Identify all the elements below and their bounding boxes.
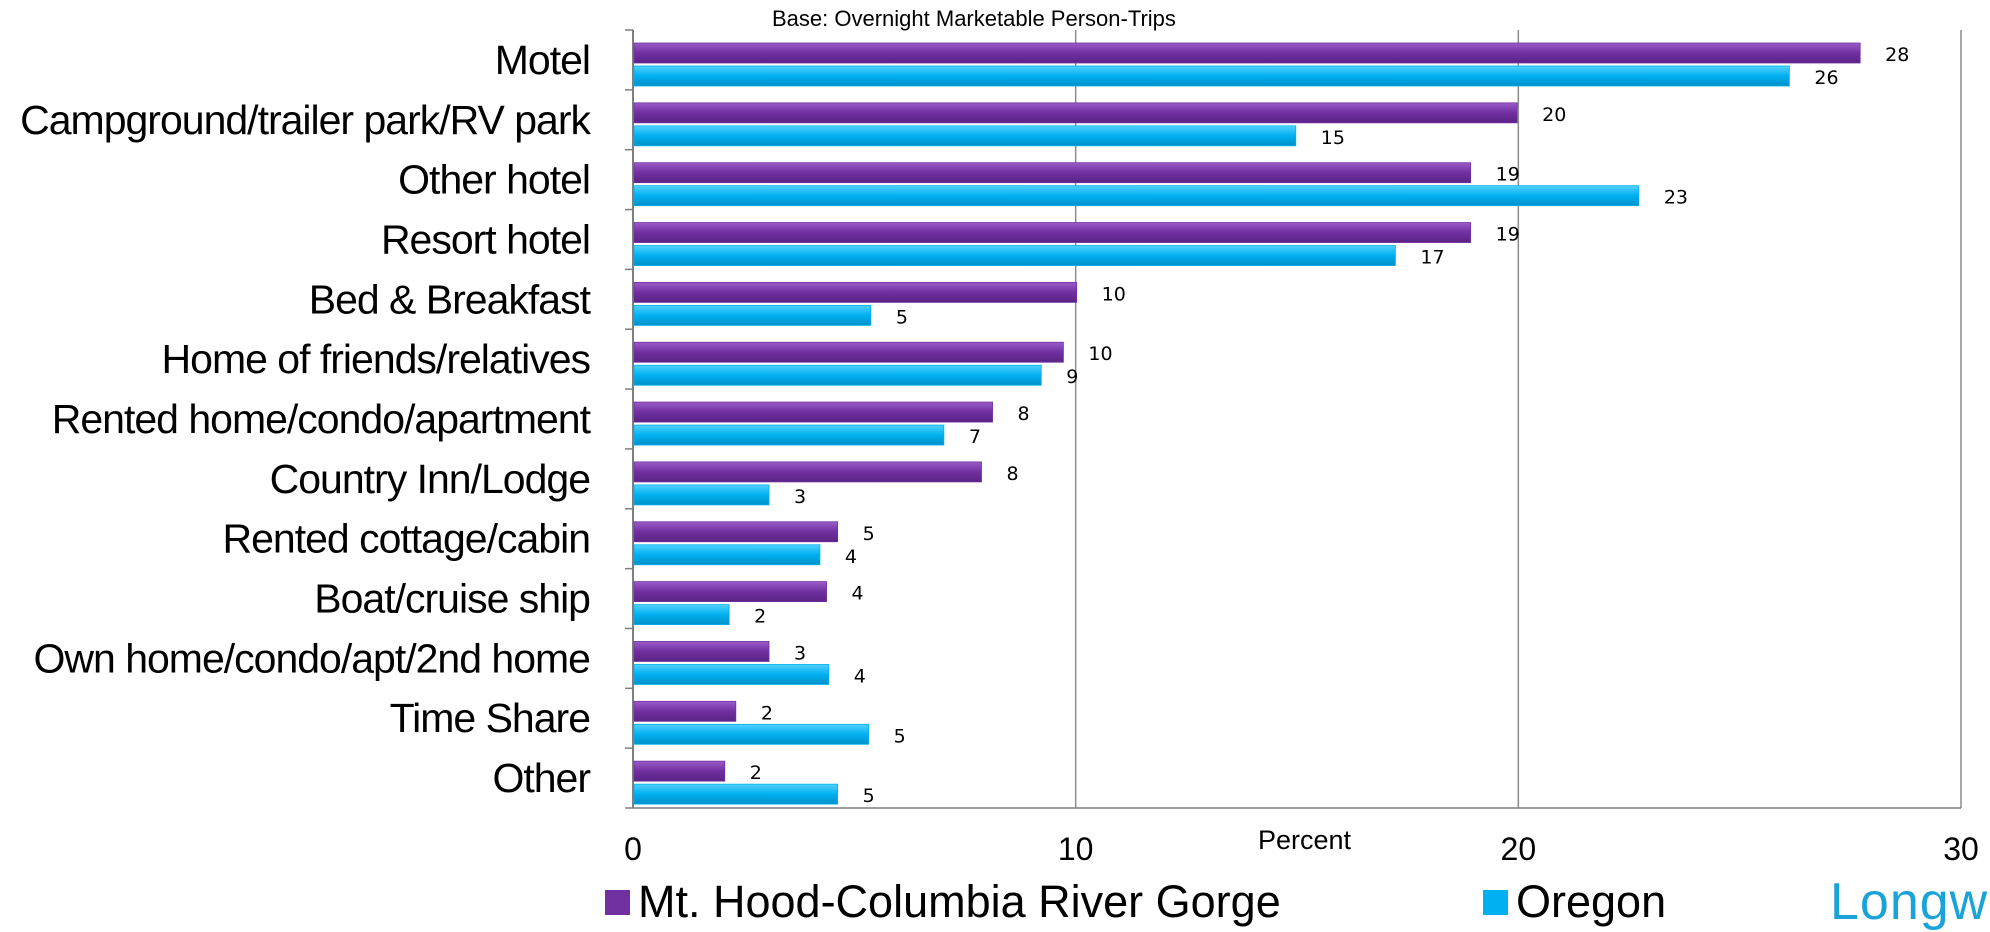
bar-mt-hood bbox=[633, 42, 1861, 64]
data-label: 26 bbox=[1814, 67, 1838, 89]
data-label: 19 bbox=[1496, 164, 1520, 186]
data-label: 9 bbox=[1066, 366, 1078, 388]
bar-mt-hood bbox=[633, 222, 1472, 243]
legend-item-oregon: Oregon bbox=[1483, 876, 1666, 928]
bar-oregon bbox=[633, 484, 770, 506]
bar-oregon bbox=[633, 125, 1297, 147]
bar-mt-hood bbox=[633, 760, 726, 782]
bar-oregon bbox=[633, 424, 945, 446]
bar-oregon bbox=[633, 783, 839, 805]
bar-mt-hood bbox=[633, 102, 1518, 124]
bar-mt-hood bbox=[633, 581, 827, 603]
data-label: 3 bbox=[794, 486, 806, 508]
category-label: Country Inn/Lodge bbox=[270, 456, 590, 502]
data-label: 8 bbox=[1006, 463, 1018, 485]
category-label: Home of friends/relatives bbox=[162, 336, 591, 382]
data-label: 23 bbox=[1664, 187, 1688, 209]
bar-mt-hood bbox=[633, 341, 1064, 363]
bar-oregon bbox=[633, 604, 730, 626]
data-label: 4 bbox=[854, 665, 866, 687]
category-label: Boat/cruise ship bbox=[314, 576, 590, 622]
bars bbox=[633, 42, 1861, 805]
bar-mt-hood bbox=[633, 401, 993, 423]
data-label: 20 bbox=[1542, 104, 1566, 126]
legend-item-mt-hood: Mt. Hood-Columbia River Gorge bbox=[605, 876, 1281, 928]
data-label: 5 bbox=[863, 785, 875, 807]
logo: Longw bbox=[1830, 873, 1989, 931]
bar-oregon bbox=[633, 723, 870, 745]
x-axis-title: Percent bbox=[1258, 825, 1352, 855]
data-label: 19 bbox=[1496, 224, 1520, 246]
category-labels: Motel Campground/trailer park/RV park Othe… bbox=[20, 37, 592, 801]
data-label: 7 bbox=[969, 426, 981, 448]
bar-mt-hood bbox=[633, 162, 1472, 184]
data-label: 17 bbox=[1420, 247, 1444, 269]
x-axis-ticks: 0 10 20 30 bbox=[624, 831, 1979, 867]
category-label: Motel bbox=[495, 37, 590, 83]
legend-swatch-blue bbox=[1483, 889, 1508, 915]
bar-oregon bbox=[633, 664, 830, 685]
x-tick-label: 20 bbox=[1501, 831, 1537, 867]
category-label: Rented home/condo/apartment bbox=[52, 396, 592, 442]
data-label: 10 bbox=[1102, 283, 1126, 305]
x-tick-label: 10 bbox=[1058, 831, 1094, 867]
category-label: Rented cottage/cabin bbox=[223, 516, 591, 562]
category-label: Own home/condo/apt/2nd home bbox=[34, 635, 591, 681]
data-label: 8 bbox=[1018, 403, 1030, 425]
bar-oregon bbox=[633, 364, 1042, 386]
bar-mt-hood bbox=[633, 281, 1078, 303]
category-label: Campground/trailer park/RV park bbox=[20, 97, 591, 143]
data-label: 15 bbox=[1321, 127, 1345, 149]
gridlines bbox=[625, 29, 1962, 809]
category-label: Time Share bbox=[390, 695, 590, 741]
legend-label: Oregon bbox=[1516, 876, 1667, 927]
x-tick-label: 30 bbox=[1943, 831, 1979, 867]
bar-oregon bbox=[633, 245, 1396, 266]
chart-subtitle: Base: Overnight Marketable Person-Trips bbox=[772, 6, 1176, 31]
data-label: 5 bbox=[894, 725, 906, 747]
bar-mt-hood bbox=[633, 641, 770, 662]
data-label: 4 bbox=[845, 546, 857, 568]
category-label: Other bbox=[492, 755, 590, 801]
data-label: 2 bbox=[750, 762, 762, 784]
bar-mt-hood bbox=[633, 700, 737, 722]
x-tick-label: 0 bbox=[624, 831, 642, 867]
data-label: 3 bbox=[794, 642, 806, 664]
bar-oregon bbox=[633, 185, 1640, 207]
data-label: 4 bbox=[852, 583, 864, 605]
data-label: 5 bbox=[863, 523, 875, 545]
data-label: 2 bbox=[761, 702, 773, 724]
data-label: 5 bbox=[896, 306, 908, 328]
data-label: 28 bbox=[1885, 44, 1909, 66]
category-label: Bed & Breakfast bbox=[309, 276, 592, 322]
legend-label: Mt. Hood-Columbia River Gorge bbox=[638, 876, 1281, 927]
category-label: Resort hotel bbox=[381, 216, 590, 262]
category-label: Other hotel bbox=[398, 157, 590, 203]
data-label: 2 bbox=[754, 606, 766, 628]
bar-mt-hood bbox=[633, 461, 982, 483]
data-label: 10 bbox=[1088, 343, 1112, 365]
bar-oregon bbox=[633, 304, 872, 326]
legend-swatch-purple bbox=[605, 889, 630, 915]
bar-mt-hood bbox=[633, 521, 839, 543]
bar-oregon bbox=[633, 65, 1790, 87]
bar-oregon bbox=[633, 544, 821, 566]
